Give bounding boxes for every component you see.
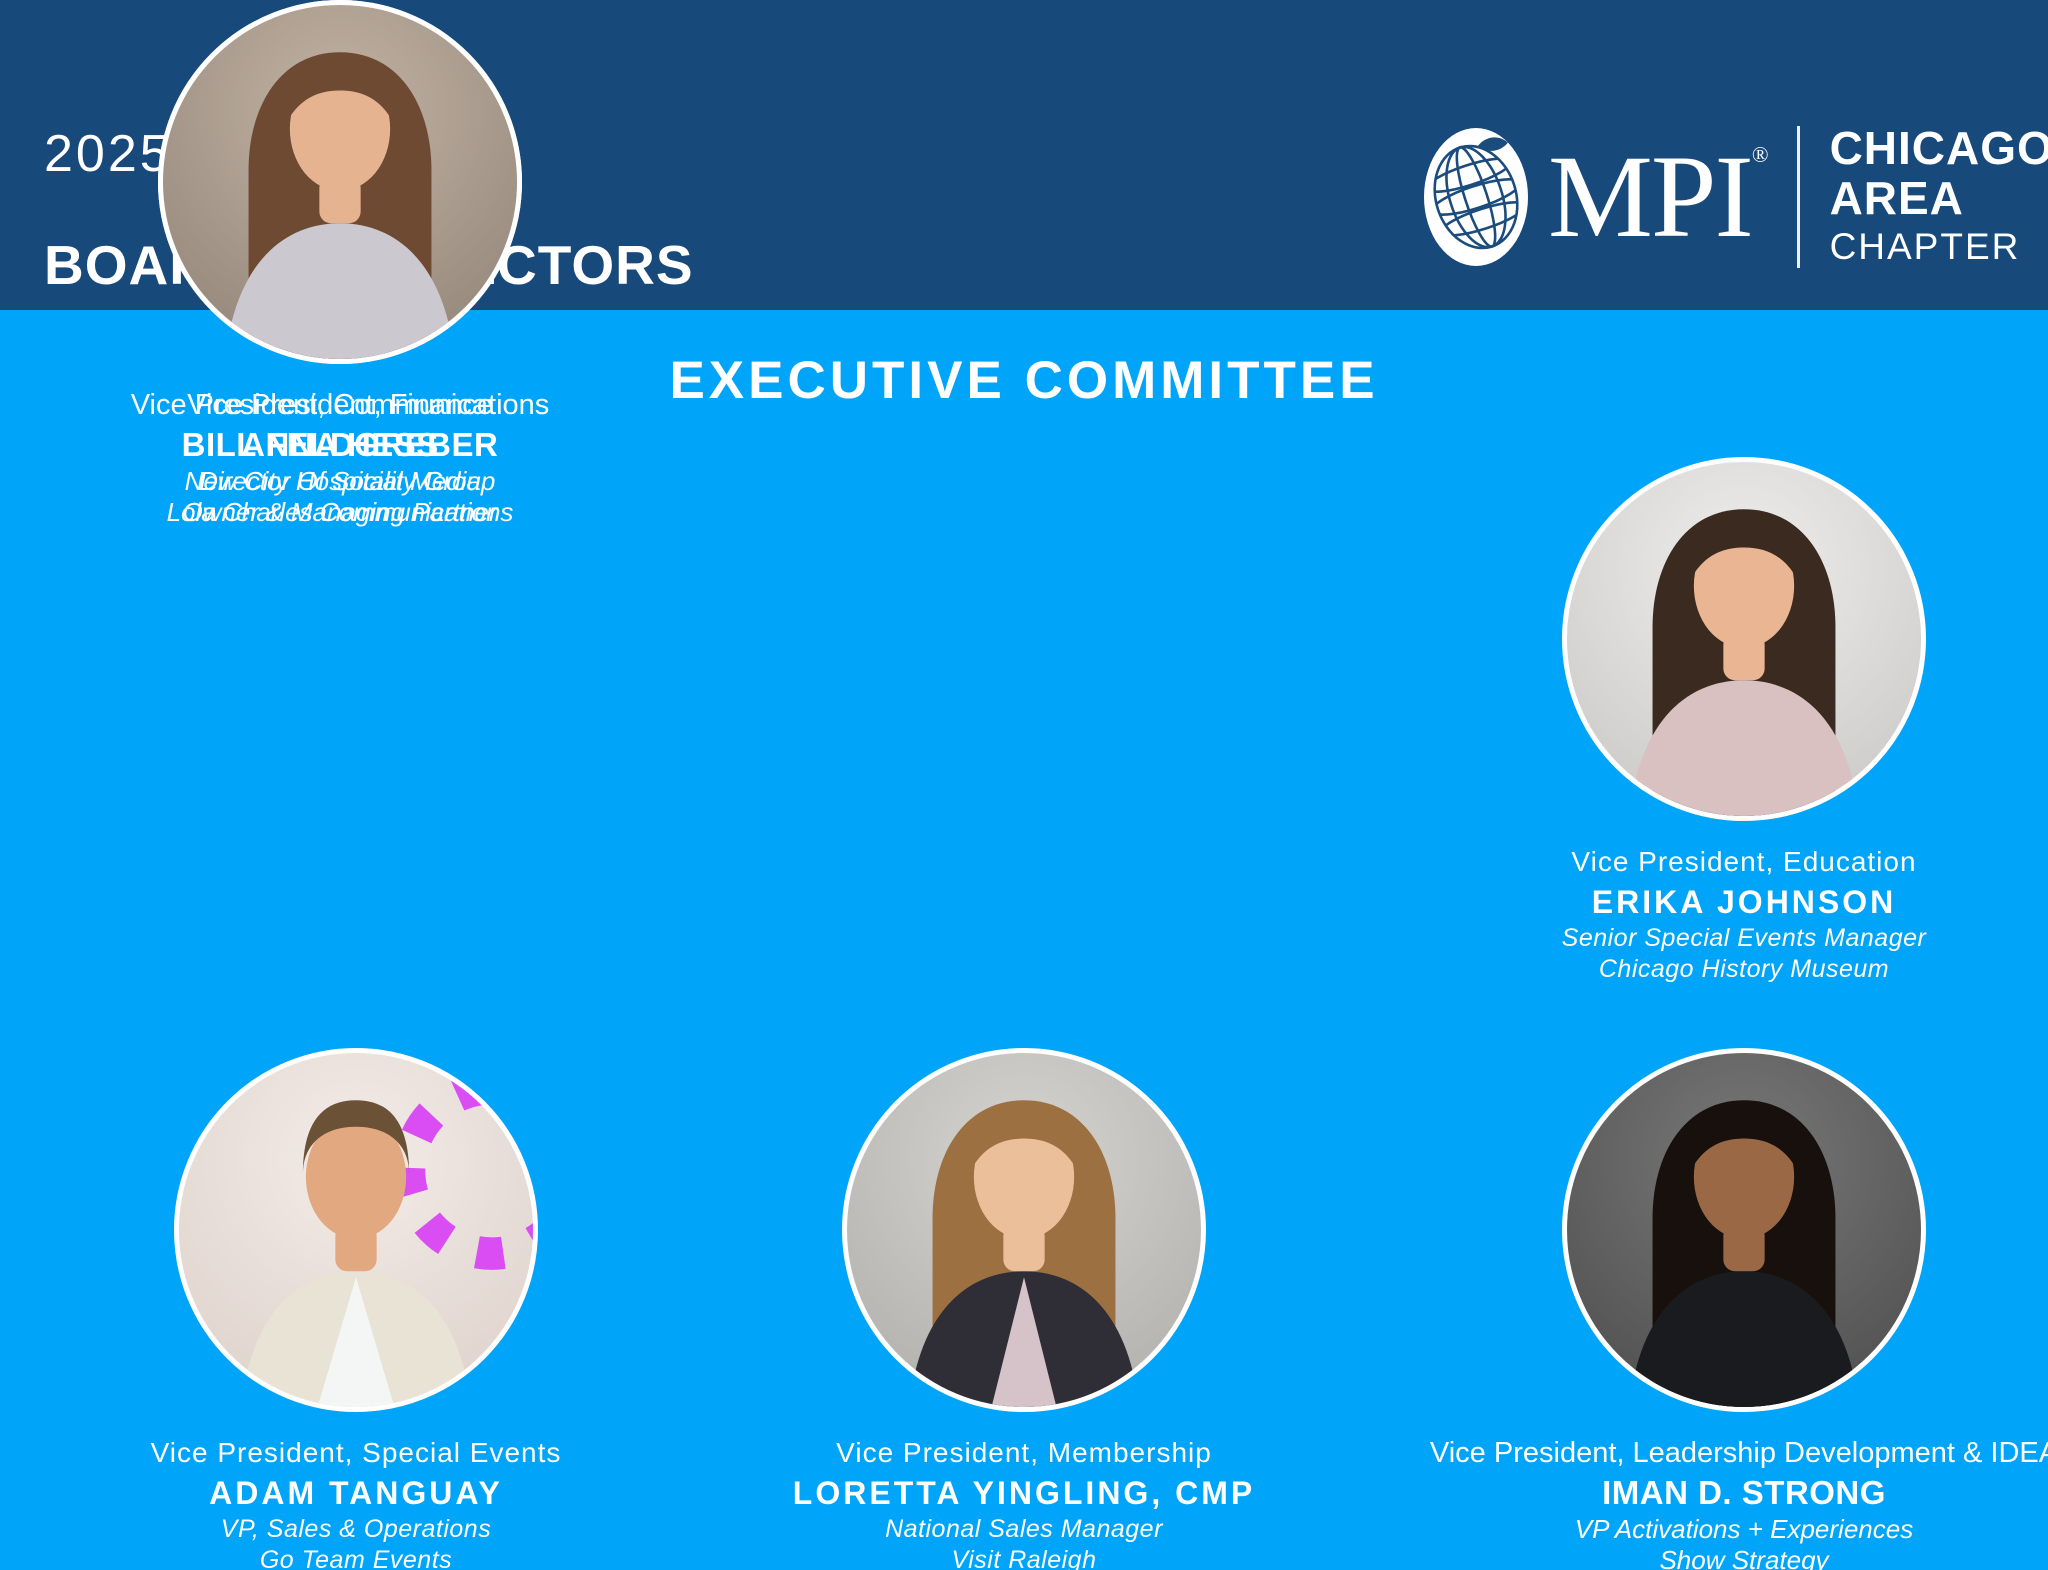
mpi-chapter-logo: MPI® CHICAGO AREA CHAPTER	[1424, 122, 2048, 272]
member-detail-2: Visit Raleigh	[951, 1546, 1097, 1570]
mpi-wordmark: MPI®	[1548, 138, 1769, 256]
member-photo	[1562, 457, 1926, 821]
member-name: ADAM TANGUAY	[209, 1475, 503, 1511]
member-role: Vice President, Membership	[836, 1437, 1212, 1468]
person-photo-placeholder	[240, 1072, 533, 1407]
person-photo-placeholder	[1628, 509, 1860, 816]
member-name: IMAN D. STRONG	[1602, 1474, 1886, 1511]
member-detail-1: Senior Special Events Manager	[1561, 924, 1927, 952]
member-card: Vice President, Leadership Development &…	[1404, 1048, 2048, 1570]
year-label: 2025	[44, 125, 172, 183]
member-detail-1: New City Hospitality Group	[184, 466, 496, 496]
member-card: Vice President, Communications ANNA HESS…	[0, 0, 680, 528]
member-role: Vice President, Leadership Development &…	[1429, 1437, 2048, 1469]
member-detail-1: Director Of Social Media	[199, 466, 481, 496]
mpi-globe-icon	[1424, 128, 1528, 266]
member-detail-1: VP Activations + Experiences	[1574, 1514, 1914, 1544]
member-photo	[174, 1048, 538, 1412]
member-detail-2: Show Strategy	[1659, 1545, 1829, 1570]
member-role: Vice President, Special Events	[150, 1437, 562, 1468]
member-detail-2: Chicago History Museum	[1598, 955, 1890, 983]
member-name: BILL FELDGREBER	[181, 426, 499, 463]
member-detail-1: VP, Sales & Operations	[220, 1515, 492, 1543]
member-photo	[158, 0, 522, 364]
member-photo	[842, 1048, 1206, 1412]
member-name: ANNA HESS	[241, 426, 439, 463]
member-detail-1: National Sales Manager	[885, 1515, 1163, 1543]
mpi-wordmark-text: MPI	[1548, 131, 1754, 262]
person-photo-placeholder	[908, 1100, 1140, 1407]
member-role: Vice President, Education	[1571, 846, 1917, 877]
section-title: EXECUTIVE COMMITTEE	[669, 351, 1379, 410]
member-name: LORETTA YINGLING, CMP	[792, 1475, 1256, 1511]
photo-accent	[392, 1072, 533, 1270]
member-card: Vice President, Special Events ADAM TANG…	[16, 1048, 696, 1570]
member-role: Vice President, Finance	[187, 389, 493, 421]
member-role: Vice President, Communications	[130, 389, 550, 421]
member-name: ERIKA JOHNSON	[1591, 884, 1897, 920]
member-detail-2: Lola Charles Communications	[166, 497, 514, 527]
person-photo-placeholder	[224, 52, 456, 359]
member-card: Vice President, Membership LORETTA YINGL…	[684, 1048, 1364, 1570]
chapter-line-2: AREA	[1829, 172, 1964, 224]
member-detail-2: Go Team Events	[259, 1546, 453, 1570]
member-detail-2: Owner & Managing Partner	[182, 497, 498, 527]
chapter-line-1: CHICAGO	[1829, 122, 2048, 174]
chapter-name: CHICAGO AREA CHAPTER	[1830, 123, 2048, 271]
member-photo	[1562, 1048, 1926, 1412]
member-card: Vice President, Education ERIKA JOHNSON …	[1404, 457, 2048, 985]
logo-divider	[1796, 126, 1800, 268]
chapter-line-3: CHAPTER	[1829, 226, 2021, 267]
person-photo-placeholder	[1628, 1100, 1860, 1407]
registered-mark: ®	[1751, 142, 1769, 167]
